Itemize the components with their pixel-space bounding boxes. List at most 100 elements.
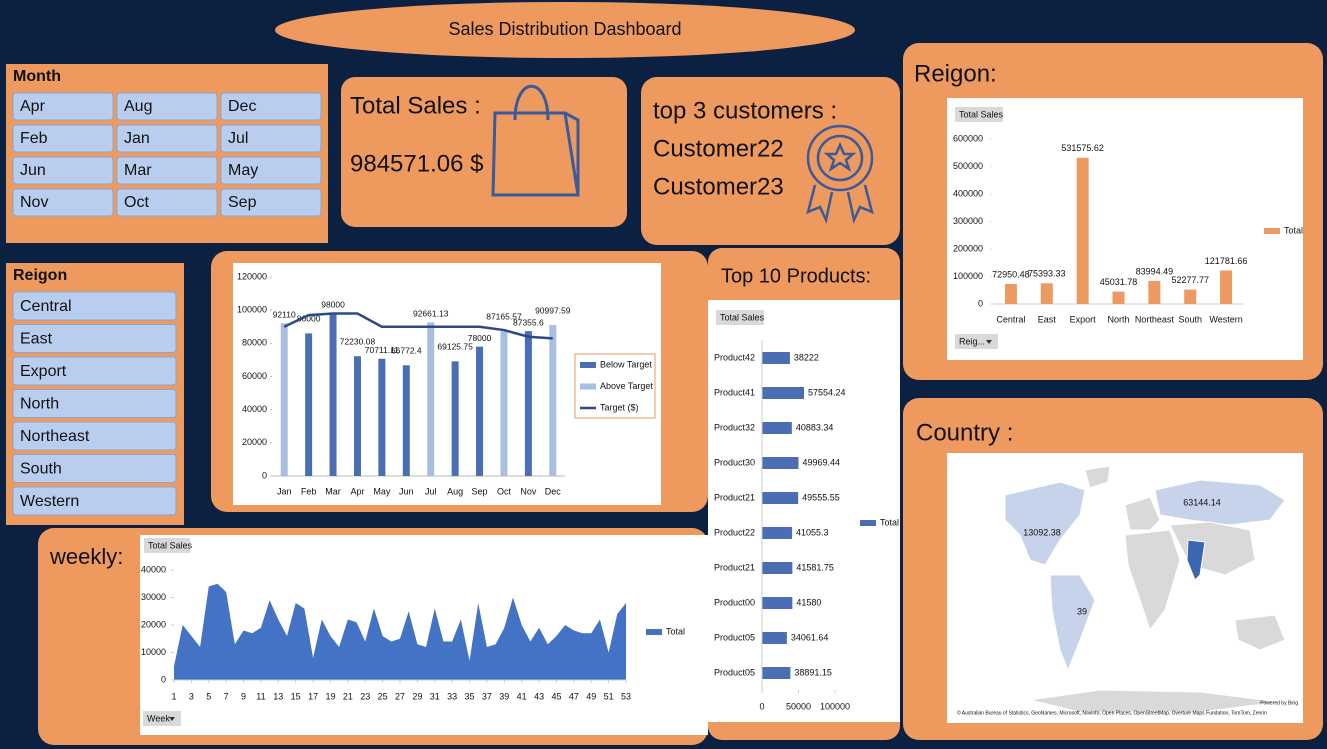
slicer-item: Western bbox=[20, 493, 79, 510]
data-label: 531575.62 bbox=[1061, 143, 1104, 153]
data-label: 40883.34 bbox=[796, 422, 834, 432]
bar bbox=[476, 346, 484, 476]
slicer-button[interactable] bbox=[12, 389, 177, 418]
slicer-item: Sep bbox=[228, 194, 257, 211]
slicer-button[interactable] bbox=[12, 486, 177, 516]
award-icon bbox=[806, 124, 874, 224]
slicer-item: Aug bbox=[124, 98, 152, 115]
y-tick-label: Product00 bbox=[714, 597, 755, 607]
panel-title: weekly: bbox=[49, 544, 123, 569]
y-tick-label: Product21 bbox=[714, 562, 755, 572]
y-tick-label: Product30 bbox=[714, 457, 755, 467]
x-tick-label: 0 bbox=[759, 701, 764, 711]
slicer-button[interactable] bbox=[12, 124, 114, 153]
legend-swatch bbox=[860, 520, 876, 526]
x-tick-label: 15 bbox=[291, 691, 301, 701]
bar bbox=[1148, 280, 1161, 304]
data-label: 90997.59 bbox=[535, 305, 571, 315]
x-tick-label: 7 bbox=[224, 691, 229, 701]
data-label: 66772.4 bbox=[391, 346, 422, 356]
slicer-button[interactable] bbox=[116, 92, 218, 121]
slicer-button[interactable] bbox=[12, 324, 177, 353]
map-attribution: © Australian Bureau of Statistics, GeoNa… bbox=[957, 709, 1267, 716]
y-tick-label: Product32 bbox=[714, 422, 755, 432]
data-label: 49969.44 bbox=[802, 457, 840, 467]
chart-area bbox=[947, 98, 1303, 360]
legend-label: Target ($) bbox=[600, 402, 639, 412]
slicer-item: South bbox=[20, 461, 62, 478]
y-tick-label: 500000 bbox=[953, 161, 983, 171]
bar bbox=[762, 562, 793, 574]
slicer-button[interactable] bbox=[116, 124, 218, 153]
legend-swatch bbox=[1264, 228, 1280, 234]
chart-area bbox=[708, 300, 900, 722]
slicer-button[interactable] bbox=[116, 188, 218, 217]
y-tick-label: 120000 bbox=[237, 271, 267, 281]
slicer-item: Apr bbox=[20, 98, 46, 115]
x-tick-label: Aug bbox=[447, 486, 463, 496]
data-label: 38891.15 bbox=[794, 667, 832, 677]
bar bbox=[305, 333, 313, 476]
bar bbox=[1076, 157, 1089, 304]
filter-button[interactable] bbox=[143, 711, 181, 726]
data-label: 121781.66 bbox=[1205, 256, 1248, 266]
legend-label: Above Target bbox=[600, 381, 653, 391]
filter-label: Reig... bbox=[959, 336, 985, 346]
dropdown-arrow bbox=[986, 340, 992, 344]
filter-button[interactable] bbox=[955, 334, 998, 349]
data-label: 69125.75 bbox=[437, 342, 473, 352]
slicer-button[interactable] bbox=[12, 356, 177, 386]
bar bbox=[524, 331, 532, 476]
bar bbox=[549, 325, 557, 476]
data-label: 87165.57 bbox=[486, 312, 522, 322]
data-label: 41580 bbox=[796, 597, 821, 607]
x-tick-label: Mar bbox=[325, 486, 341, 496]
data-label: 83994.49 bbox=[1136, 266, 1174, 276]
slicer-button[interactable] bbox=[220, 124, 322, 153]
data-label: 57554.24 bbox=[808, 387, 846, 397]
y-tick-label: 20000 bbox=[141, 619, 166, 629]
slicer-button[interactable] bbox=[12, 188, 114, 217]
slicer-button[interactable] bbox=[12, 454, 177, 483]
data-label: 70711.11 bbox=[365, 345, 399, 355]
bar bbox=[280, 323, 288, 476]
x-tick-label: 27 bbox=[395, 691, 405, 701]
data-label: 72230.08 bbox=[340, 336, 376, 346]
bar bbox=[1004, 283, 1017, 304]
slicer-button[interactable] bbox=[220, 92, 322, 121]
x-tick-label: Jan bbox=[277, 486, 292, 496]
x-tick-label: 47 bbox=[569, 691, 579, 701]
bar bbox=[500, 331, 508, 476]
data-label: 41055.3 bbox=[796, 527, 829, 537]
legend-label: Total bbox=[1284, 225, 1303, 235]
x-tick-label: Northeast bbox=[1135, 314, 1175, 324]
x-tick-label: Western bbox=[1209, 314, 1242, 324]
legend-box bbox=[574, 353, 656, 419]
bar bbox=[762, 597, 793, 609]
x-tick-label: 23 bbox=[360, 691, 370, 701]
y-tick-label: 100000 bbox=[237, 305, 267, 315]
y-tick-label: 30000 bbox=[141, 592, 166, 602]
x-tick-label: 41 bbox=[517, 691, 527, 701]
y-tick-label: 0 bbox=[161, 674, 166, 684]
x-tick-label: North bbox=[1107, 314, 1129, 324]
slicer-button[interactable] bbox=[220, 156, 322, 185]
x-tick-label: Sep bbox=[472, 486, 488, 496]
slicer-button[interactable] bbox=[12, 92, 114, 121]
y-tick-label: 0 bbox=[978, 298, 983, 308]
slicer-button[interactable] bbox=[116, 156, 218, 185]
x-tick-label: 5 bbox=[206, 691, 211, 701]
slicer-button[interactable] bbox=[12, 291, 177, 321]
slicer-item: May bbox=[228, 162, 258, 179]
data-label: 87355.6 bbox=[513, 317, 544, 327]
card-title: top 3 customers : bbox=[653, 97, 837, 124]
slicer-button[interactable] bbox=[220, 188, 322, 217]
world-map bbox=[1004, 465, 1286, 713]
panel-title: Reigon: bbox=[914, 60, 997, 87]
data-label: 52277.77 bbox=[1171, 275, 1209, 285]
slicer-button[interactable] bbox=[12, 421, 177, 451]
x-tick-label: 1 bbox=[171, 691, 176, 701]
title-banner bbox=[275, 2, 855, 58]
y-tick-label: 0 bbox=[262, 470, 267, 480]
slicer-button[interactable] bbox=[12, 156, 114, 185]
